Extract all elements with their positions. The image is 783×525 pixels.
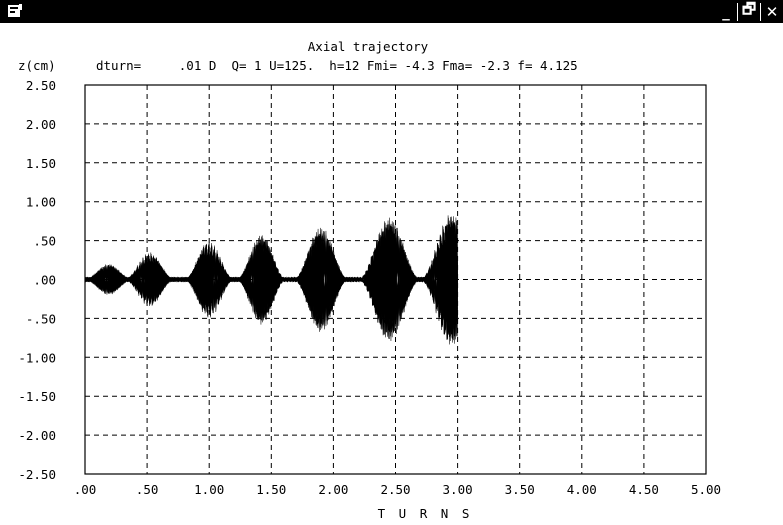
y-axis-label: z(cm) bbox=[18, 58, 56, 73]
minimize-button[interactable]: _ bbox=[722, 2, 730, 21]
x-tick-label: 3.00 bbox=[443, 482, 473, 497]
x-tick-label: 1.50 bbox=[256, 482, 286, 497]
x-tick-label: 3.50 bbox=[505, 482, 535, 497]
y-tick-label: 2.50 bbox=[26, 78, 56, 93]
y-axis-ticks: 2.50 2.00 1.50 1.00 .50 .00 -.50 -1.00 -1.50 -2.0… bbox=[18, 78, 56, 482]
y-tick-label: .00 bbox=[33, 273, 56, 288]
x-axis-label: T U R N S bbox=[378, 506, 473, 521]
x-tick-label: 1.00 bbox=[194, 482, 224, 497]
x-axis-ticks: .00 .50 1.00 1.50 2.00 2.50 3.00 3.50 4.00 4.50 5.… bbox=[74, 482, 721, 497]
x-tick-label: 4.50 bbox=[629, 482, 659, 497]
close-button[interactable]: ✕ bbox=[765, 2, 779, 21]
window-titlebar: _ 🗗 ✕ bbox=[0, 0, 783, 23]
y-tick-label: -.50 bbox=[26, 311, 56, 326]
restore-button[interactable]: 🗗 bbox=[741, 0, 757, 18]
plot-frame bbox=[84, 84, 707, 475]
grid-lines bbox=[85, 85, 706, 474]
chart-subtitle: dturn= .01 D Q= 1 U=125. h=12 Fmi= -4.3 … bbox=[96, 58, 578, 73]
x-tick-label: .50 bbox=[136, 482, 159, 497]
y-tick-label: -1.50 bbox=[18, 389, 56, 404]
y-tick-label: -1.00 bbox=[18, 350, 56, 365]
y-tick-label: -2.00 bbox=[18, 428, 56, 443]
chart-title: Axial trajectory bbox=[308, 39, 429, 54]
y-tick-label: .50 bbox=[33, 234, 56, 249]
trajectory-traces bbox=[84, 215, 458, 345]
x-tick-label: 5.00 bbox=[691, 482, 721, 497]
y-tick-label: 1.00 bbox=[26, 195, 56, 210]
y-tick-label: 1.50 bbox=[26, 156, 56, 171]
x-tick-label: 2.00 bbox=[318, 482, 348, 497]
y-tick-label: -2.50 bbox=[18, 467, 56, 482]
x-tick-label: 4.00 bbox=[567, 482, 597, 497]
app-window-icon[interactable] bbox=[6, 3, 24, 19]
trajectory-trace bbox=[84, 215, 458, 345]
titlebar-divider bbox=[737, 2, 738, 21]
y-tick-label: 2.00 bbox=[26, 117, 56, 132]
x-tick-label: 2.50 bbox=[380, 482, 410, 497]
x-tick-label: .00 bbox=[74, 482, 97, 497]
axial-trajectory-chart: Axial trajectory z(cm) dturn= .01 D Q= 1… bbox=[18, 39, 721, 521]
titlebar-divider bbox=[760, 2, 761, 21]
